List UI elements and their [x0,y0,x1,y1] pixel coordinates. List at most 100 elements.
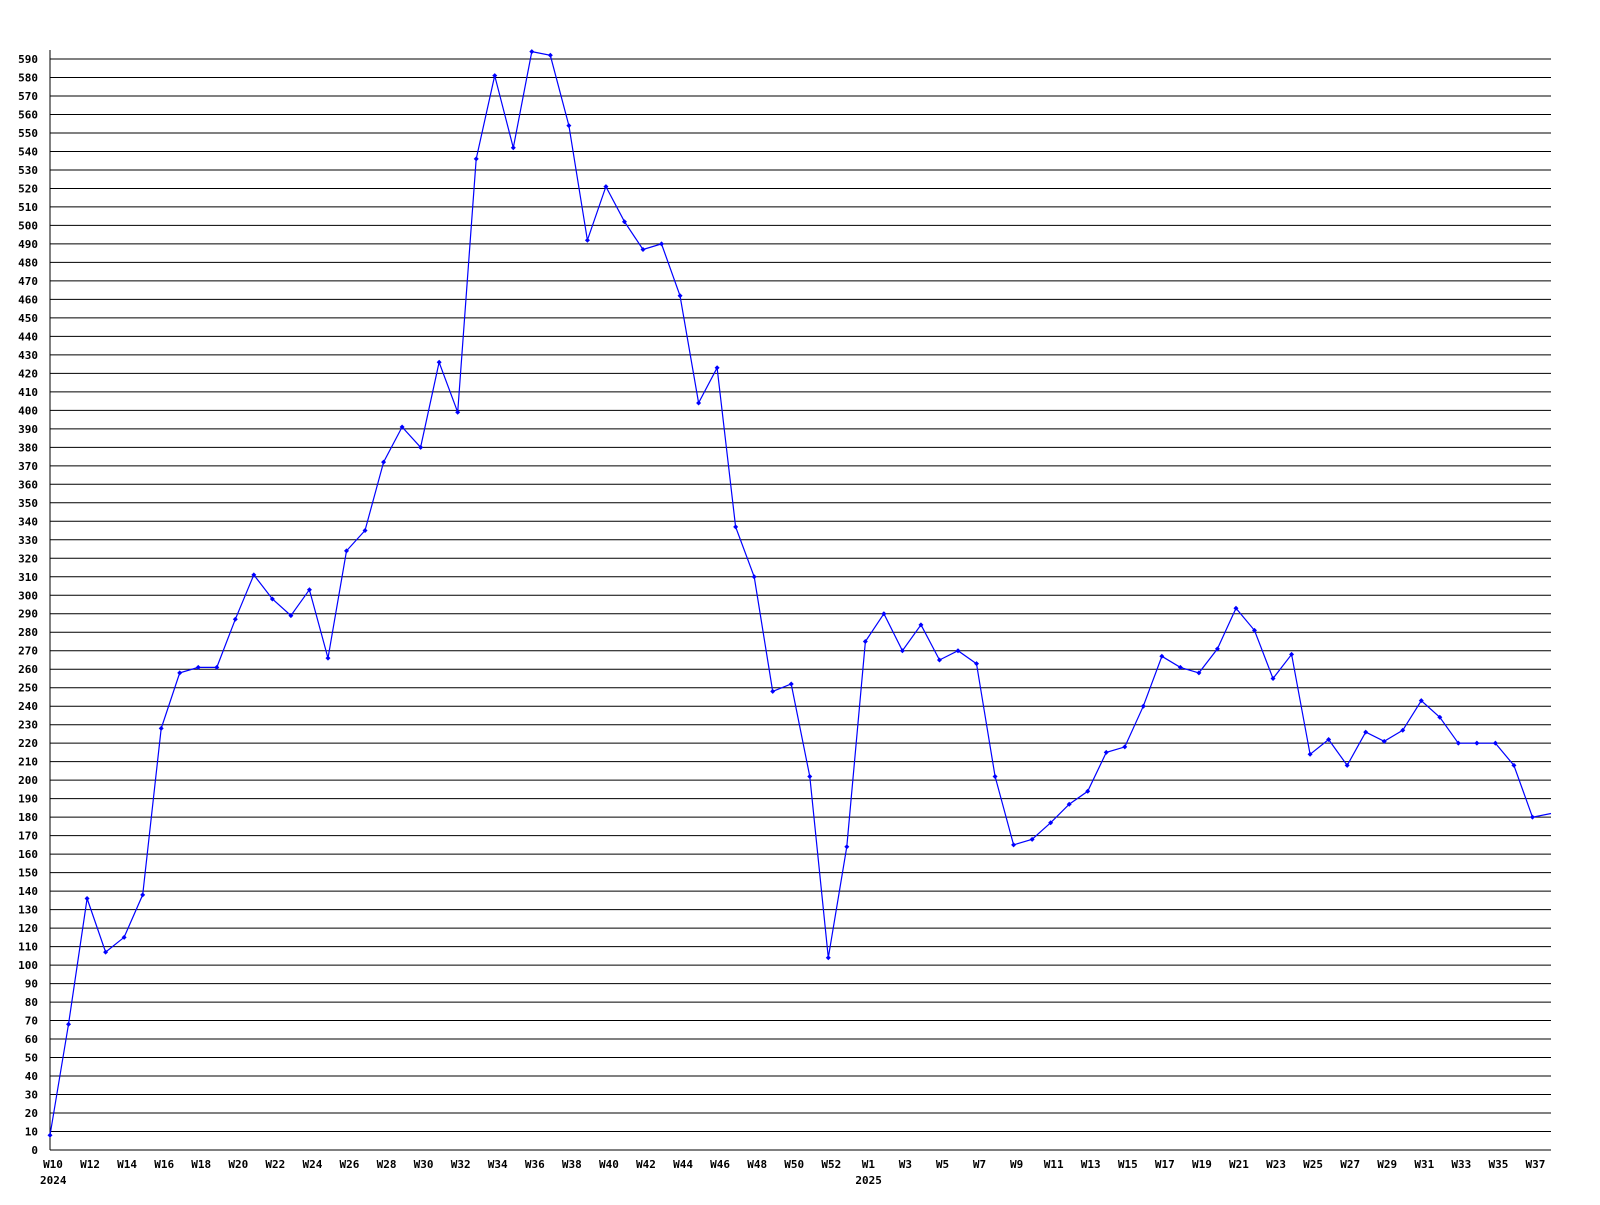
data-point [862,638,868,644]
y-tick-label: 30 [25,1089,38,1102]
data-point [325,655,331,661]
data-point [103,949,109,955]
y-tick-label: 190 [18,793,38,806]
y-tick-label: 310 [18,571,38,584]
x-tick-label: W20 [228,1158,248,1171]
data-point [232,616,238,622]
x-tick-label: W42 [636,1158,656,1171]
x-tick-label: W18 [191,1158,211,1171]
y-tick-label: 150 [18,867,38,880]
x-tick-label: W38 [562,1158,582,1171]
y-tick-label: 380 [18,441,38,454]
y-tick-label: 440 [18,330,38,343]
y-tick-label: 50 [25,1052,38,1065]
y-tick-label: 120 [18,922,38,935]
data-series [47,49,1552,1138]
x-tick-label: W16 [154,1158,174,1171]
y-tick-label: 200 [18,774,38,787]
y-tick-label: 450 [18,312,38,325]
x-tick-label: W40 [599,1158,619,1171]
x-tick-label: W25 [1303,1158,1323,1171]
y-tick-label: 60 [25,1033,38,1046]
y-tick-label: 170 [18,830,38,843]
y-tick-label: 280 [18,626,38,639]
y-tick-label: 260 [18,663,38,676]
y-tick-label: 140 [18,885,38,898]
x-tick-label: W46 [710,1158,730,1171]
x-tick-label: W48 [747,1158,767,1171]
x-tick-label: W17 [1155,1158,1175,1171]
data-point [714,365,720,371]
data-point [492,73,498,79]
x-tick-label: W26 [340,1158,360,1171]
data-point [214,664,220,670]
x-tick-label: W35 [1488,1158,1508,1171]
y-tick-label: 490 [18,238,38,251]
x-tick-label: W22 [265,1158,285,1171]
y-tick-label: 360 [18,478,38,491]
data-point [696,400,702,406]
series-line [49,50,1552,1136]
y-axis-tick-labels: 0 10 20 30 40 50 60 70 80 90 100 110 120 130 140 150 160… [18,53,38,1157]
x-tick-label: W29 [1377,1158,1397,1171]
data-point [1085,788,1091,794]
year-label: 2025 [855,1174,882,1187]
y-tick-label: 410 [18,386,38,399]
y-tick-label: 220 [18,737,38,750]
data-point [1011,842,1017,848]
x-tick-label: W21 [1229,1158,1249,1171]
y-tick-label: 0 [31,1144,38,1157]
data-point [399,424,405,430]
data-point [1122,744,1128,750]
x-axis-tick-labels: W10 W12 W14 W16 W18 W20 W22 W24 W26 W28 W30 W32 W34 W… [40,1158,1545,1187]
data-point [66,1021,72,1027]
data-point [1529,814,1535,820]
data-point [436,359,442,365]
y-tick-label: 10 [25,1126,38,1139]
x-tick-label: W7 [973,1158,986,1171]
x-tick-label: W23 [1266,1158,1286,1171]
y-tick-label: 250 [18,682,38,695]
x-tick-label: W30 [414,1158,434,1171]
data-point [936,657,942,663]
gridlines [50,58,1551,1133]
x-tick-label: W32 [451,1158,471,1171]
data-point [807,773,813,779]
data-point [47,1132,53,1138]
data-point [899,648,905,654]
data-point [1196,670,1202,676]
data-point [621,219,627,225]
data-point [1437,714,1443,720]
data-point [510,145,516,151]
y-tick-label: 290 [18,608,38,621]
y-tick-label: 160 [18,848,38,861]
y-tick-label: 480 [18,256,38,269]
data-point [640,246,646,252]
data-point [251,572,257,578]
y-tick-label: 520 [18,182,38,195]
data-point [1363,729,1369,735]
x-tick-label: W1 [862,1158,876,1171]
y-tick-label: 20 [25,1107,38,1120]
y-tick-label: 180 [18,811,38,824]
data-point [1474,740,1480,746]
data-point [1326,736,1332,742]
y-tick-label: 370 [18,460,38,473]
data-point [974,661,980,667]
y-tick-label: 300 [18,589,38,602]
y-tick-label: 550 [18,127,38,140]
data-point [1140,703,1146,709]
y-tick-label: 590 [18,53,38,66]
y-tick-label: 270 [18,645,38,658]
data-point [1029,836,1035,842]
data-point [529,49,535,55]
y-tick-label: 540 [18,145,38,158]
data-point [362,528,368,534]
data-point [1252,627,1258,633]
x-tick-label: W9 [1010,1158,1023,1171]
x-tick-label: W19 [1192,1158,1212,1171]
data-point [1177,664,1183,670]
data-point [1418,698,1424,704]
y-tick-label: 530 [18,164,38,177]
x-tick-label: W44 [673,1158,693,1171]
